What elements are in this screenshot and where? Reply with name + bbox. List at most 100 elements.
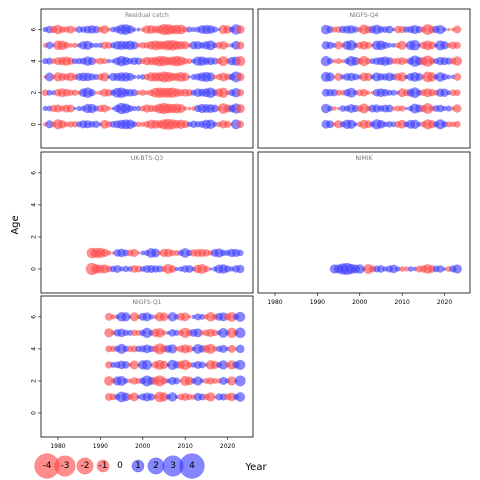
panel-frame xyxy=(257,8,471,149)
y-tick-label: 0 xyxy=(31,122,38,126)
residual-bubble xyxy=(106,27,111,32)
residual-bubble xyxy=(235,359,246,371)
residual-bubble xyxy=(390,89,397,96)
bubble-series xyxy=(41,23,246,130)
residual-bubble xyxy=(236,264,245,274)
residual-bubble xyxy=(161,330,167,336)
residual-bubble xyxy=(211,26,219,33)
residual-bubble xyxy=(235,56,246,67)
residual-bubble xyxy=(366,90,371,95)
legend-bubble xyxy=(131,459,145,473)
residual-bubble xyxy=(136,251,141,255)
residual-bubble xyxy=(447,27,451,32)
legend-label: -2 xyxy=(81,461,90,471)
panel-frame xyxy=(257,151,471,294)
panel-0: Residual catch 0 2 4 6 xyxy=(31,8,254,149)
x-axes-layer: 1980 1990 2000 2010 2020 1980 1990 2000 2010 2020 xyxy=(50,293,452,450)
residual-bubble xyxy=(173,377,181,385)
x-axis-label: Year xyxy=(244,462,267,473)
panel-frame xyxy=(40,8,254,149)
residual-bubble xyxy=(110,314,116,320)
legend-label: -3 xyxy=(61,461,70,471)
residual-bubble xyxy=(106,250,112,256)
y-tick-label: 4 xyxy=(31,203,38,207)
residual-bubble xyxy=(453,120,461,128)
panel-2: UK-BTS-Q3 0 2 4 6 xyxy=(31,151,254,294)
residual-bubble xyxy=(72,42,78,48)
residual-bubble xyxy=(236,72,245,82)
residual-bubble xyxy=(386,42,392,48)
legend-bubble xyxy=(179,453,205,479)
residual-bubble xyxy=(225,43,230,48)
residual-bubble xyxy=(182,106,188,111)
y-tick-label: 6 xyxy=(31,315,38,319)
residual-bubble xyxy=(453,89,461,97)
residual-bubble xyxy=(136,27,141,32)
residual-bubble xyxy=(404,106,409,111)
bubble-series xyxy=(329,262,462,276)
residual-bubble xyxy=(452,56,463,66)
panel-title: UK-BTS-Q3 xyxy=(131,155,163,162)
residual-bubble xyxy=(236,88,245,97)
legend-label: 1 xyxy=(135,461,141,471)
residual-bubble xyxy=(236,249,244,257)
residual-bubble xyxy=(68,42,74,48)
x-tick-label: 1980 xyxy=(50,443,65,450)
residual-bubble xyxy=(442,267,447,271)
residual-bubble xyxy=(187,75,191,79)
x-tick-label: 1980 xyxy=(267,299,282,306)
residual-bubble xyxy=(235,311,246,322)
x-tick-label: 2010 xyxy=(395,299,410,306)
residual-bubble xyxy=(187,106,192,111)
y-tick-label: 6 xyxy=(31,171,38,175)
legend-label: 2 xyxy=(153,461,159,471)
panels-layer: Residual catch0246NIGFS-Q4UK-BTS-Q30246N… xyxy=(31,8,471,438)
x-tick-label: 2010 xyxy=(178,443,193,450)
legend-label: -1 xyxy=(99,461,108,471)
residual-bubble xyxy=(235,25,245,34)
residual-bubble xyxy=(364,41,372,49)
bubble-series xyxy=(320,24,463,130)
residual-bubble xyxy=(453,41,461,49)
residual-bubble xyxy=(331,106,337,111)
residual-bubble xyxy=(235,344,245,354)
panel-title: NIMIK xyxy=(355,155,373,162)
bubble-series xyxy=(104,311,246,403)
y-axis-label: Age xyxy=(10,215,21,234)
residual-bubble xyxy=(407,266,414,272)
residual-bubble xyxy=(208,267,213,271)
panel-title: Residual catch xyxy=(125,12,169,19)
residual-bubble xyxy=(148,314,154,320)
residual-bubble xyxy=(234,375,246,387)
residual-bubble xyxy=(326,57,334,65)
residual-bubble xyxy=(73,106,77,111)
residual-bubble xyxy=(453,73,462,81)
panel-title: NIGFS-Q1 xyxy=(133,299,162,306)
residual-bubble xyxy=(442,27,447,32)
residual-bubble xyxy=(174,266,179,272)
x-tick-label: 2000 xyxy=(135,443,150,450)
panel-3: NIMIK xyxy=(257,151,471,294)
legend-bubble xyxy=(76,457,94,475)
legend-label: 0 xyxy=(117,461,123,471)
residual-bubble xyxy=(236,120,245,129)
legend-bubble xyxy=(54,455,76,477)
legend-label: 4 xyxy=(189,461,195,471)
residual-bubble xyxy=(106,106,112,111)
residual-bubble xyxy=(132,27,137,32)
legend-bubble xyxy=(96,459,110,473)
y-tick-label: 4 xyxy=(31,347,38,351)
residual-bubble xyxy=(452,264,462,274)
residual-bubble xyxy=(446,74,452,80)
panel-frame xyxy=(40,295,254,438)
x-tick-label: 1990 xyxy=(310,299,325,306)
y-tick-label: 4 xyxy=(31,59,38,63)
y-tick-label: 2 xyxy=(31,91,38,95)
bubble-series xyxy=(85,247,245,276)
legend: -4 -3 -2 -1 0 1 2 3 4 xyxy=(34,453,205,479)
panel-1: NIGFS-Q4 xyxy=(257,8,471,149)
x-tick-label: 2000 xyxy=(352,299,367,306)
panel-4: NIGFS-Q1 0 2 4 6 xyxy=(31,295,254,438)
residual-bubble xyxy=(234,327,246,339)
